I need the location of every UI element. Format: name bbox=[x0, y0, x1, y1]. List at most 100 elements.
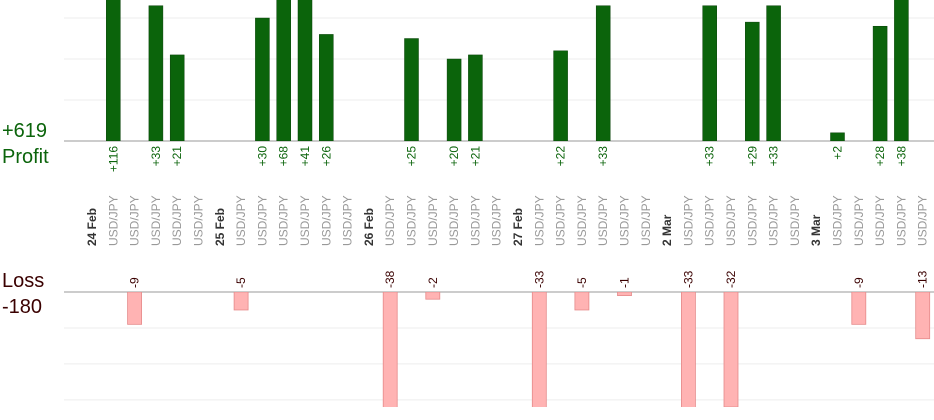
bar bbox=[872, 25, 888, 141]
x-tick-label: USD/JPY bbox=[490, 195, 504, 246]
value-label: +25 bbox=[405, 146, 419, 167]
x-tick-label: USD/JPY bbox=[468, 195, 482, 246]
value-label: +33 bbox=[596, 146, 610, 167]
bar bbox=[382, 292, 398, 407]
value-label: +21 bbox=[170, 146, 184, 167]
value-label: -13 bbox=[916, 270, 930, 288]
x-tick-label: USD/JPY bbox=[405, 195, 419, 246]
bar bbox=[106, 0, 121, 141]
x-tick-label: 27 Feb bbox=[511, 208, 525, 246]
bar bbox=[404, 38, 419, 141]
loss-total: -180 bbox=[2, 296, 42, 318]
x-tick-label: USD/JPY bbox=[831, 195, 845, 246]
x-tick-label: 2 Mar bbox=[660, 214, 674, 246]
x-tick-label: 26 Feb bbox=[362, 208, 376, 246]
value-label: +33 bbox=[149, 146, 163, 167]
value-label: -2 bbox=[426, 277, 440, 288]
value-label: +21 bbox=[468, 146, 482, 167]
value-label: +41 bbox=[298, 146, 312, 167]
value-label: +38 bbox=[894, 146, 908, 167]
bar bbox=[553, 50, 568, 141]
bar bbox=[766, 5, 781, 141]
value-label: -38 bbox=[383, 270, 397, 288]
x-tick-label: 3 Mar bbox=[809, 214, 823, 246]
x-tick-label: USD/JPY bbox=[852, 195, 866, 246]
x-tick-label: USD/JPY bbox=[703, 195, 717, 246]
value-label: +29 bbox=[745, 146, 759, 167]
loss-legend: Loss bbox=[2, 270, 44, 292]
bar bbox=[595, 5, 611, 141]
bar bbox=[255, 17, 270, 141]
value-label: -1 bbox=[618, 277, 632, 288]
value-label: +30 bbox=[255, 146, 269, 167]
value-label: +68 bbox=[277, 146, 291, 167]
value-label: +2 bbox=[831, 146, 845, 160]
x-tick-label: USD/JPY bbox=[255, 195, 269, 246]
bar bbox=[617, 292, 632, 296]
x-tick-label: USD/JPY bbox=[894, 195, 908, 246]
x-tick-label: USD/JPY bbox=[532, 195, 546, 246]
value-label: +33 bbox=[703, 146, 717, 167]
x-tick-label: USD/JPY bbox=[170, 195, 184, 246]
labels: 24 Feb USD/JPY USD/JPY USD/JPY USD/JPY USD/JP… bbox=[85, 146, 930, 288]
bar bbox=[127, 292, 142, 325]
bar bbox=[702, 5, 717, 141]
x-tick-label: USD/JPY bbox=[788, 195, 802, 246]
x-tick-label: USD/JPY bbox=[745, 195, 759, 246]
x-tick-label: USD/JPY bbox=[447, 195, 461, 246]
x-tick-label: USD/JPY bbox=[383, 195, 397, 246]
bar bbox=[723, 292, 739, 407]
x-tick-label: USD/JPY bbox=[681, 195, 695, 246]
bar bbox=[148, 5, 164, 141]
loss-bars bbox=[127, 292, 931, 407]
x-tick-label: USD/JPY bbox=[575, 195, 589, 246]
bar bbox=[915, 292, 931, 340]
profit-bars bbox=[106, 0, 909, 141]
value-label: +26 bbox=[319, 146, 333, 167]
bar bbox=[233, 292, 249, 311]
value-label: -5 bbox=[575, 277, 589, 288]
bar bbox=[574, 292, 590, 311]
value-label: -9 bbox=[128, 277, 142, 288]
x-tick-label: USD/JPY bbox=[724, 195, 738, 246]
value-label: -5 bbox=[234, 277, 248, 288]
bar bbox=[468, 54, 483, 141]
bar bbox=[830, 132, 845, 141]
bar bbox=[425, 292, 441, 300]
value-label: +22 bbox=[554, 146, 568, 167]
x-tick-label: USD/JPY bbox=[916, 195, 930, 246]
bar bbox=[681, 292, 696, 407]
x-tick-label: 24 Feb bbox=[85, 208, 99, 246]
x-tick-label: USD/JPY bbox=[639, 195, 653, 246]
value-label: +33 bbox=[767, 146, 781, 167]
x-tick-label: USD/JPY bbox=[767, 195, 781, 246]
x-tick-label: USD/JPY bbox=[149, 195, 163, 246]
value-label: -33 bbox=[532, 270, 546, 288]
x-tick-label: USD/JPY bbox=[192, 195, 206, 246]
bar bbox=[276, 0, 291, 141]
value-label: -32 bbox=[724, 270, 738, 288]
x-tick-label: USD/JPY bbox=[234, 195, 248, 246]
bar bbox=[851, 292, 867, 325]
bar bbox=[319, 34, 334, 141]
x-tick-label: USD/JPY bbox=[277, 195, 291, 246]
profit-legend: Profit bbox=[2, 146, 49, 168]
x-tick-label: USD/JPY bbox=[106, 195, 120, 246]
grid bbox=[64, 17, 934, 401]
x-tick-label: USD/JPY bbox=[596, 195, 610, 246]
x-tick-label: USD/JPY bbox=[873, 195, 887, 246]
x-tick-label: USD/JPY bbox=[426, 195, 440, 246]
value-label: +116 bbox=[106, 146, 120, 172]
x-tick-label: USD/JPY bbox=[341, 195, 355, 246]
x-tick-label: USD/JPY bbox=[298, 195, 312, 246]
x-tick-label: USD/JPY bbox=[554, 195, 568, 246]
bar bbox=[169, 54, 185, 141]
x-tick-label: USD/JPY bbox=[128, 195, 142, 246]
bar bbox=[531, 292, 547, 407]
value-label: -33 bbox=[681, 270, 695, 288]
bar bbox=[894, 0, 909, 141]
value-label: +20 bbox=[447, 146, 461, 167]
bar bbox=[446, 58, 462, 141]
x-tick-label: USD/JPY bbox=[618, 195, 632, 246]
